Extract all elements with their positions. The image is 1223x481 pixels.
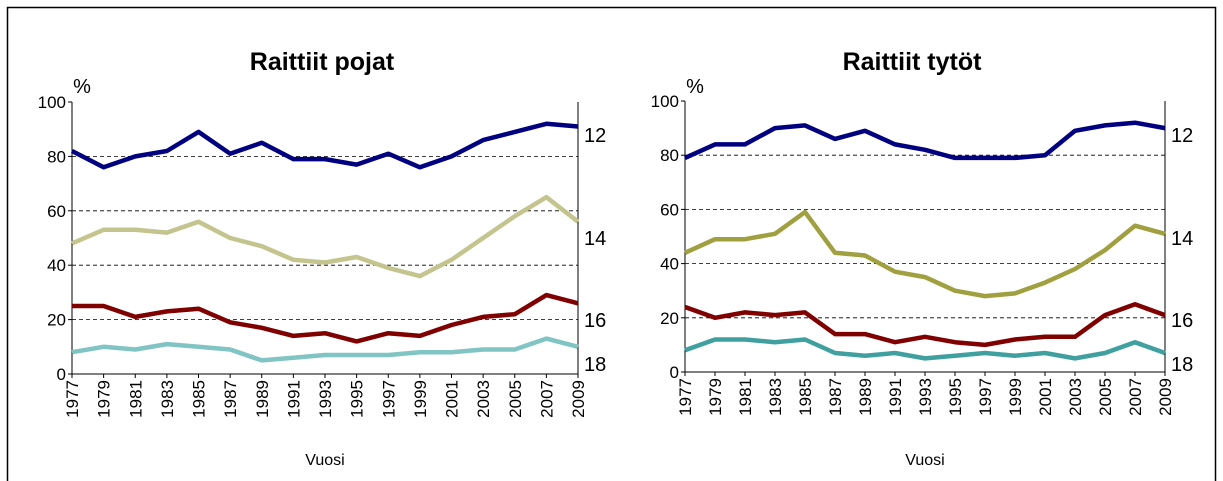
series-label: 18	[1171, 354, 1193, 376]
y-tick-label: 60	[660, 200, 679, 219]
x-tick-label: 1993	[316, 380, 335, 418]
y-tick-label: 100	[651, 92, 679, 111]
x-tick-label: 2009	[1156, 378, 1175, 416]
x-tick-label: 1983	[766, 378, 785, 416]
series-label: 14	[1171, 228, 1193, 250]
series-line	[70, 121, 579, 170]
x-tick-label: 1979	[706, 378, 725, 416]
chart-title: Raittiit pojat	[250, 48, 395, 76]
y-axis-label: %	[686, 76, 704, 98]
series-line	[684, 337, 1166, 361]
x-tick-label: 2001	[443, 380, 462, 418]
x-tick-label: 1977	[63, 380, 82, 418]
x-tick-label: 1999	[1006, 378, 1025, 416]
x-axis-label: Vuosi	[905, 452, 944, 469]
frame	[6, 6, 1217, 481]
x-tick-label: 2003	[474, 380, 493, 418]
series-label: 12	[584, 125, 606, 147]
x-tick-label: 1999	[411, 380, 430, 418]
y-axis-label: %	[73, 76, 91, 98]
x-tick-label: 1981	[736, 378, 755, 416]
series-label: 14	[584, 228, 606, 250]
y-tick-label: 20	[47, 311, 66, 330]
y-tick-label: 0	[57, 365, 66, 384]
x-tick-label: 2005	[1096, 378, 1115, 416]
y-tick-label: 20	[660, 309, 679, 328]
x-tick-label: 1977	[676, 378, 695, 416]
y-tick-label: 60	[47, 202, 66, 221]
y-tick-label: 40	[660, 255, 679, 274]
x-tick-label: 2005	[506, 380, 525, 418]
series-label: 16	[584, 310, 606, 332]
x-tick-label: 2007	[537, 380, 556, 418]
series-line	[684, 209, 1166, 299]
y-tick-label: 0	[670, 363, 679, 382]
series-line	[71, 194, 580, 279]
x-tick-label: 1983	[158, 380, 177, 418]
y-tick-label: 40	[47, 256, 66, 275]
x-tick-label: 1991	[886, 378, 905, 416]
x-tick-label: 1997	[379, 380, 398, 418]
x-tick-label: 2003	[1066, 378, 1085, 416]
chart-title: Raittiit tytöt	[843, 48, 983, 76]
x-tick-label: 1979	[95, 380, 114, 418]
y-tick-label: 80	[47, 147, 66, 166]
x-axis-label: Vuosi	[305, 452, 344, 469]
series-line	[684, 302, 1166, 348]
y-tick-label: 100	[38, 93, 66, 112]
x-tick-label: 1987	[826, 378, 845, 416]
x-tick-label: 1985	[190, 380, 209, 418]
x-tick-label: 1987	[221, 380, 240, 418]
series-label: 18	[584, 354, 606, 376]
x-tick-label: 1989	[253, 380, 272, 418]
x-tick-label: 2009	[569, 380, 588, 418]
x-tick-label: 1981	[126, 380, 145, 418]
y-tick-label: 80	[660, 146, 679, 165]
x-tick-label: 1995	[946, 378, 965, 416]
series-label: 16	[1171, 310, 1193, 332]
x-tick-label: 1995	[348, 380, 367, 418]
x-tick-label: 2007	[1126, 378, 1145, 416]
series-line	[72, 292, 579, 344]
x-tick-label: 1997	[976, 378, 995, 416]
x-tick-label: 2001	[1036, 378, 1055, 416]
series-label: 12	[1171, 125, 1193, 147]
x-tick-label: 1993	[916, 378, 935, 416]
x-tick-label: 1985	[796, 378, 815, 416]
x-tick-label: 1989	[856, 378, 875, 416]
series-line	[684, 120, 1166, 161]
x-tick-label: 1991	[284, 380, 303, 418]
series-line	[71, 336, 579, 363]
